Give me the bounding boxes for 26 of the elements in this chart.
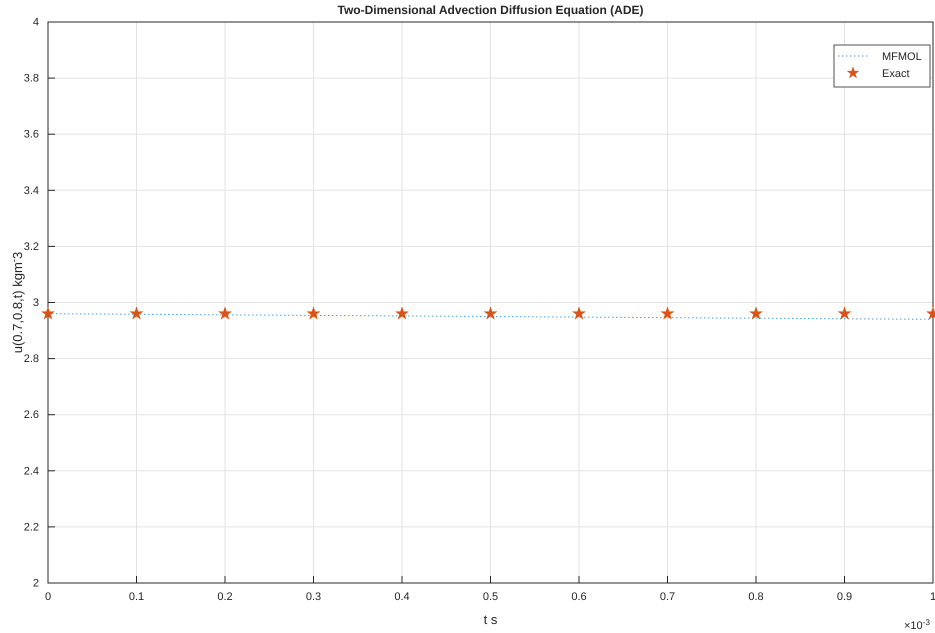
y-tick-label: 3.4	[24, 184, 39, 197]
x-tick-label: 0.2	[217, 590, 233, 603]
y-tick-label: 2.4	[24, 465, 39, 478]
legend-label: MFMOL	[882, 51, 922, 63]
y-tick-label: 3.8	[24, 72, 39, 85]
x-tick-label: 0.1	[128, 590, 144, 603]
x-tick-label: 0.5	[482, 590, 498, 603]
x-tick-label: 0.7	[660, 590, 676, 603]
y-tick-label: 2.6	[24, 409, 39, 422]
y-tick-label: 3.6	[24, 128, 39, 141]
x-tick-label: 0.8	[748, 590, 764, 603]
y-tick-label: 2	[32, 578, 39, 590]
y-tick-label: 4	[32, 16, 39, 29]
x-tick-label: 0.9	[836, 590, 852, 603]
x-axis-title: t s	[484, 612, 498, 627]
y-tick-label: 2.2	[24, 521, 39, 534]
x-tick-label: 0.6	[571, 590, 587, 603]
y-tick-label: 3	[32, 297, 39, 310]
text: ×10$^{-3}$	[904, 618, 930, 632]
y-tick-label: 2.8	[24, 353, 39, 366]
x-tick-label: 0.4	[394, 590, 410, 603]
x-tick-label: 0.3	[306, 590, 322, 603]
chart-title: Two-Dimensional Advection Diffusion Equation (ADE)	[338, 3, 644, 17]
y-tick-label: 3.2	[24, 240, 39, 253]
x-tick-label: 0	[44, 590, 52, 603]
legend-label: Exact	[882, 68, 910, 80]
